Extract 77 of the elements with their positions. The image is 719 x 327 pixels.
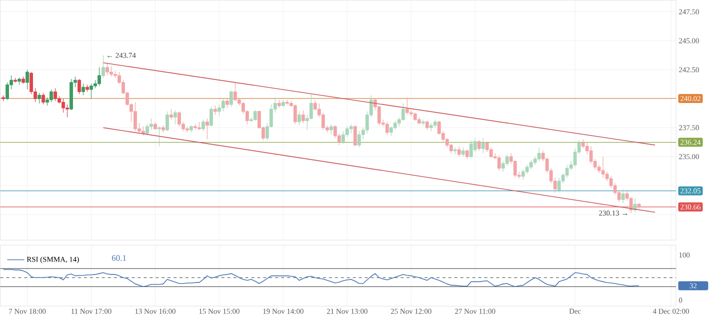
candlestick <box>633 198 637 213</box>
candlestick <box>214 105 217 116</box>
candlestick <box>82 83 85 96</box>
candlestick <box>142 126 145 136</box>
candlestick <box>154 122 157 130</box>
candlestick <box>461 147 465 157</box>
candlestick <box>90 83 93 99</box>
candlestick <box>18 78 21 86</box>
candlestick <box>190 125 193 133</box>
candlestick <box>481 138 485 154</box>
candlestick <box>637 202 641 210</box>
candlestick <box>405 97 409 116</box>
candlestick <box>14 78 17 83</box>
candlestick <box>234 82 237 102</box>
candlestick <box>421 119 425 126</box>
candlestick <box>353 125 357 146</box>
candlestick <box>357 130 361 148</box>
candlestick <box>601 156 605 178</box>
candlestick <box>469 140 473 158</box>
candlestick <box>621 188 625 204</box>
candlestick <box>433 119 437 128</box>
candlestick <box>453 147 457 155</box>
candlestick <box>22 76 25 84</box>
candlestick <box>70 78 73 111</box>
candlestick <box>170 108 173 120</box>
candlestick <box>230 90 233 108</box>
candlestick <box>50 89 53 102</box>
candlestick <box>301 110 305 124</box>
candlestick <box>162 125 165 133</box>
candlestick <box>98 67 101 86</box>
candlestick <box>285 100 289 105</box>
candlestick <box>202 119 205 132</box>
candlestick <box>349 124 353 134</box>
candlestick <box>537 147 541 162</box>
candlestick <box>425 120 429 130</box>
candlestick <box>226 98 229 108</box>
candlestick <box>457 146 461 157</box>
candlestick <box>329 124 333 135</box>
candlestick <box>110 66 113 77</box>
candlestick <box>222 98 225 112</box>
candlestick <box>529 160 533 170</box>
candlestick <box>38 92 41 104</box>
candlestick <box>186 126 189 133</box>
candlestick <box>429 122 433 132</box>
candlestick <box>521 169 525 180</box>
candlestick <box>497 155 501 171</box>
candlestick <box>2 94 5 102</box>
candlestick <box>417 116 421 124</box>
candlestick <box>198 122 201 130</box>
candlestick <box>253 110 257 121</box>
candlestick <box>178 111 181 127</box>
candlestick <box>385 122 389 135</box>
candlestick <box>150 118 153 130</box>
candlestick <box>42 92 45 105</box>
candlestick <box>106 62 109 76</box>
candlestick <box>26 69 29 90</box>
candlestick <box>174 110 177 124</box>
candlestick <box>134 102 137 132</box>
candlestick <box>477 140 481 152</box>
candlestick <box>166 111 169 132</box>
annotation: 60.1 <box>112 255 126 261</box>
candlestick <box>194 124 197 130</box>
candlestick <box>281 100 285 108</box>
candlestick <box>102 55 105 78</box>
candlestick <box>557 177 561 193</box>
candlestick <box>86 84 89 92</box>
candlestick <box>206 118 209 140</box>
candlestick <box>293 104 297 124</box>
candlestick <box>297 111 301 126</box>
candlestick <box>78 78 81 94</box>
candlestick <box>413 112 417 121</box>
candlestick <box>158 126 161 146</box>
candlestick <box>341 130 345 144</box>
candlestick <box>465 149 469 160</box>
candlestick <box>277 100 281 108</box>
candlestick <box>210 106 213 127</box>
candlestick <box>54 88 57 102</box>
